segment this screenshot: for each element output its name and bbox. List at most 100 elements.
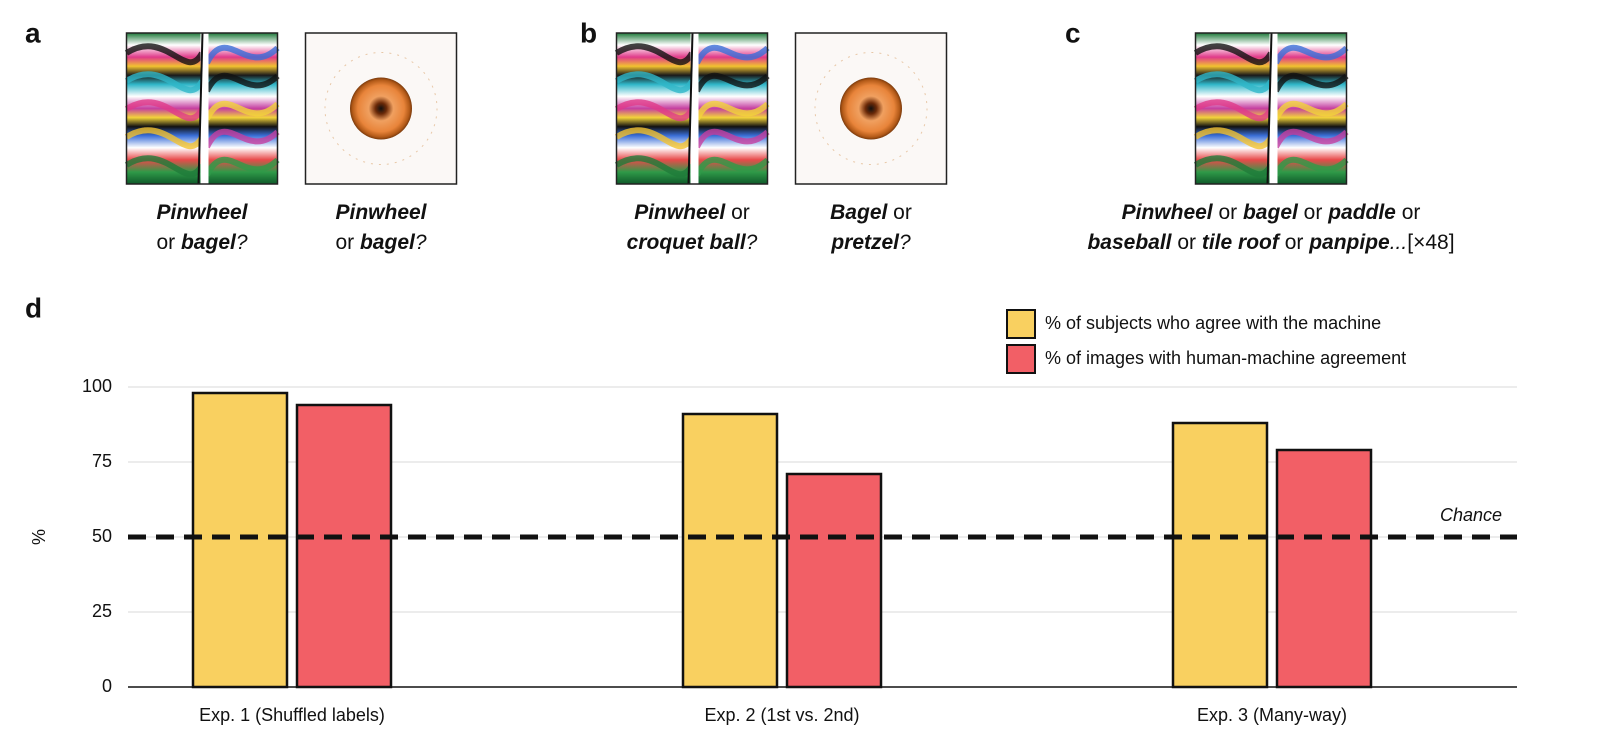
caption-segment: bagel xyxy=(181,231,237,254)
caption-line: Bagel or xyxy=(830,201,912,224)
caption-segment: ? xyxy=(899,231,911,254)
pinwheel-swirl xyxy=(124,99,205,122)
caption-segment: panpipe xyxy=(1308,231,1390,254)
pinwheel-swirl xyxy=(1193,71,1274,94)
caption-segment: Bagel xyxy=(830,201,888,224)
pinwheel-swirl xyxy=(694,100,770,121)
bar xyxy=(785,472,883,689)
caption-line: croquet ball? xyxy=(627,231,758,254)
x-tick-label: Exp. 1 (Shuffled labels) xyxy=(199,705,385,725)
pinwheel-swirl xyxy=(1273,72,1349,93)
caption-segment: ? xyxy=(415,231,427,254)
caption-segment: paddle xyxy=(1327,201,1396,224)
pinwheel-swirl xyxy=(694,72,770,93)
caption-segment: Pinwheel xyxy=(335,201,427,224)
pinwheel-swirl xyxy=(204,128,280,149)
caption-segment: [×48] xyxy=(1407,231,1454,254)
caption-line: pretzel? xyxy=(830,231,911,254)
caption-segment: or xyxy=(1298,201,1328,224)
panel-label: a xyxy=(25,17,41,48)
caption-segment: or xyxy=(156,231,181,254)
caption-line: Pinwheel xyxy=(335,201,427,224)
caption-line: Pinwheel xyxy=(156,201,248,224)
pinwheel-swirl xyxy=(694,44,770,65)
caption-line: or bagel? xyxy=(156,231,247,254)
pinwheel-swirl xyxy=(1273,128,1349,149)
pinwheel-swirl xyxy=(614,99,695,122)
caption-segment: Pinwheel xyxy=(634,201,726,224)
caption-segment: bagel xyxy=(1243,201,1299,224)
pinwheel-swirl xyxy=(1193,43,1274,66)
pinwheel-split xyxy=(690,33,699,184)
bar xyxy=(681,412,779,689)
caption-line: baseball or tile roof or panpipe...[×48] xyxy=(1087,231,1454,254)
legend-swatch xyxy=(1006,344,1036,374)
caption-segment: ? xyxy=(236,231,248,254)
caption-segment: Pinwheel xyxy=(1122,201,1214,224)
pinwheel-split xyxy=(1269,33,1278,184)
caption-segment: Pinwheel xyxy=(156,201,248,224)
pinwheel-swirl xyxy=(124,71,205,94)
image-frame xyxy=(1194,32,1348,185)
bagel xyxy=(350,77,412,140)
bar xyxy=(191,391,289,689)
caption-segment: or xyxy=(1213,201,1243,224)
pinwheel-swirl xyxy=(694,128,770,149)
x-tick-label: Exp. 2 (1st vs. 2nd) xyxy=(704,705,859,725)
image-frame xyxy=(615,32,769,185)
pinwheel-swirl xyxy=(614,71,695,94)
caption-segment: or xyxy=(335,231,360,254)
caption-segment: baseball xyxy=(1087,231,1172,254)
panel-label: d xyxy=(25,292,42,323)
y-tick-label: 100 xyxy=(82,376,112,396)
pinwheel-swirl xyxy=(124,43,205,66)
legend-label: % of subjects who agree with the machine xyxy=(1045,313,1381,333)
pinwheel-split xyxy=(200,33,209,184)
image-frame xyxy=(125,32,279,185)
legend-swatch xyxy=(1006,309,1036,339)
panel: a Pinwheel or bagel? Pinwheel or bagel? xyxy=(25,17,458,254)
bagel xyxy=(840,77,902,140)
caption-segment: croquet ball xyxy=(627,231,747,254)
pinwheel-swirl xyxy=(204,72,280,93)
bar xyxy=(1275,448,1373,689)
panel-label: c xyxy=(1065,17,1081,48)
pinwheel-swirl xyxy=(204,100,280,121)
bagel-halo xyxy=(814,52,928,165)
caption-segment: or xyxy=(887,201,912,224)
pinwheel-swirl xyxy=(124,127,205,150)
pinwheel-swirl xyxy=(204,44,280,65)
caption-line: or bagel? xyxy=(335,231,426,254)
caption-line: Pinwheel or xyxy=(634,201,750,224)
bagel-halo xyxy=(324,52,438,165)
caption-line: Pinwheel or bagel or paddle or xyxy=(1122,201,1421,224)
y-tick-label: 25 xyxy=(92,601,112,621)
pinwheel-swirl xyxy=(694,156,770,177)
caption-segment: ? xyxy=(746,231,758,254)
caption-segment: or xyxy=(1279,231,1309,254)
bar xyxy=(1171,421,1269,689)
pinwheel-swirl xyxy=(124,155,205,178)
caption-segment: bagel xyxy=(360,231,416,254)
caption-segment: pretzel xyxy=(830,231,900,254)
pinwheel-swirl xyxy=(1273,44,1349,65)
pinwheel-swirl xyxy=(1193,99,1274,122)
pinwheel-swirl xyxy=(1273,100,1349,121)
y-tick-label: 50 xyxy=(92,526,112,546)
y-tick-label: 0 xyxy=(102,676,112,696)
pinwheel-swirl xyxy=(1273,156,1349,177)
pinwheel-split-edge xyxy=(197,32,204,185)
pinwheel-swirl xyxy=(204,156,280,177)
pinwheel-swirl xyxy=(1193,127,1274,150)
legend-label: % of images with human-machine agreement xyxy=(1045,348,1406,368)
pinwheel-swirl xyxy=(614,155,695,178)
caption-segment: or xyxy=(725,201,750,224)
caption-segment: or xyxy=(1172,231,1202,254)
caption-segment: or xyxy=(1396,201,1421,224)
pinwheel-split-edge xyxy=(1266,32,1273,185)
pinwheel-swirl xyxy=(614,127,695,150)
caption-segment: tile roof xyxy=(1202,231,1281,254)
y-axis-label: % xyxy=(29,529,49,545)
